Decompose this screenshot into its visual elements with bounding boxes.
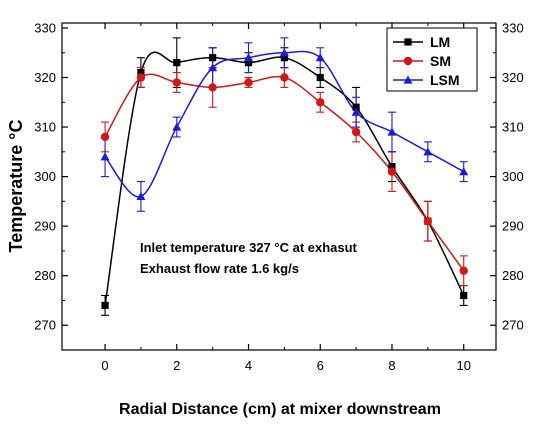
x-tick-label: 2 — [173, 358, 180, 373]
y-tick-label-right: 280 — [502, 268, 524, 283]
data-point-sm — [244, 78, 253, 87]
data-point-sm — [316, 98, 325, 107]
data-point-lm — [280, 54, 288, 62]
annotation-exhaust-flow-rate: Exhaust flow rate 1.6 kg/s — [140, 261, 299, 276]
data-point-lsm — [315, 53, 325, 62]
data-point-lm — [316, 73, 324, 82]
data-point-sm — [423, 216, 433, 226]
data-point-lsm — [351, 107, 361, 116]
y-tick-label-right: 320 — [502, 70, 524, 85]
x-tick-label: 4 — [245, 358, 252, 373]
y-tick-label-right: 270 — [502, 318, 524, 333]
y-tick-label-left: 270 — [34, 318, 56, 333]
y-tick-label-left: 300 — [34, 169, 56, 184]
data-point-lm — [137, 68, 145, 77]
y-tick-label-right: 330 — [502, 20, 524, 35]
x-tick-label: 8 — [388, 358, 395, 373]
x-tick-label: 0 — [101, 358, 108, 373]
data-point-lsm — [387, 127, 397, 136]
data-point-lsm — [423, 147, 433, 156]
data-point-sm — [100, 132, 110, 142]
data-point-sm — [208, 83, 217, 92]
data-point-sm — [351, 127, 361, 137]
data-point-lsm — [100, 152, 110, 161]
data-point-sm — [280, 73, 289, 82]
legend-marker-lsm — [403, 75, 413, 84]
data-point-lsm — [244, 53, 254, 62]
y-tick-label-left: 310 — [34, 120, 56, 135]
annotation-inlet-temperature: Inlet temperature 327 °C at exhasut — [140, 240, 358, 255]
y-tick-label-right: 300 — [502, 169, 524, 184]
legend-item-lm: LM — [393, 34, 450, 50]
legend-label-lm: LM — [430, 34, 450, 50]
data-point-lsm — [136, 191, 146, 201]
data-point-sm — [387, 167, 397, 176]
data-point-lsm — [172, 122, 182, 131]
legend-items: LM SM LSM — [393, 34, 460, 88]
y-tick-label-left: 320 — [34, 70, 56, 85]
data-point-sm — [172, 78, 181, 87]
plot-frame — [61, 22, 497, 351]
y-tick-label-left: 330 — [34, 20, 56, 35]
legend-item-sm: SM — [393, 53, 451, 69]
data-point-lm — [460, 291, 468, 300]
data-point-lm — [352, 103, 360, 111]
data-point-lsm — [459, 167, 469, 176]
legend-label-sm: SM — [430, 53, 451, 69]
legend-box — [386, 27, 478, 92]
legend-marker-sm — [403, 56, 413, 66]
y-tick-label-right: 290 — [502, 219, 524, 234]
data-point-lm — [209, 54, 217, 62]
x-axis-label: Radial Distance (cm) at mixer downstream — [119, 401, 441, 418]
y-tick-label-right: 310 — [502, 120, 524, 135]
data-point-lm — [388, 163, 396, 171]
data-point-lm — [173, 59, 181, 67]
data-point-lm — [244, 59, 253, 67]
legend-label-lsm: LSM — [430, 72, 460, 88]
ticks-layer: 0 2 4 6 8 10 270 270 280 280 290 290 300 300 310 310 320… — [34, 20, 523, 373]
legend-item-lsm: LSM — [393, 72, 460, 88]
y-tick-label-left: 280 — [34, 268, 56, 283]
data-point-sm — [459, 266, 468, 275]
x-tick-label: 10 — [456, 358, 470, 373]
data-point-lm — [101, 301, 109, 310]
legend: LM SM LSM — [386, 27, 478, 92]
y-axis-label: Temperature °C — [6, 120, 26, 253]
x-tick-label: 6 — [317, 358, 324, 373]
markers-layer — [100, 48, 469, 310]
data-point-lsm — [279, 48, 289, 57]
data-point-lsm — [208, 63, 218, 72]
legend-marker-lm — [404, 38, 412, 46]
data-point-sm — [136, 73, 146, 82]
y-tick-label-left: 290 — [34, 219, 56, 234]
